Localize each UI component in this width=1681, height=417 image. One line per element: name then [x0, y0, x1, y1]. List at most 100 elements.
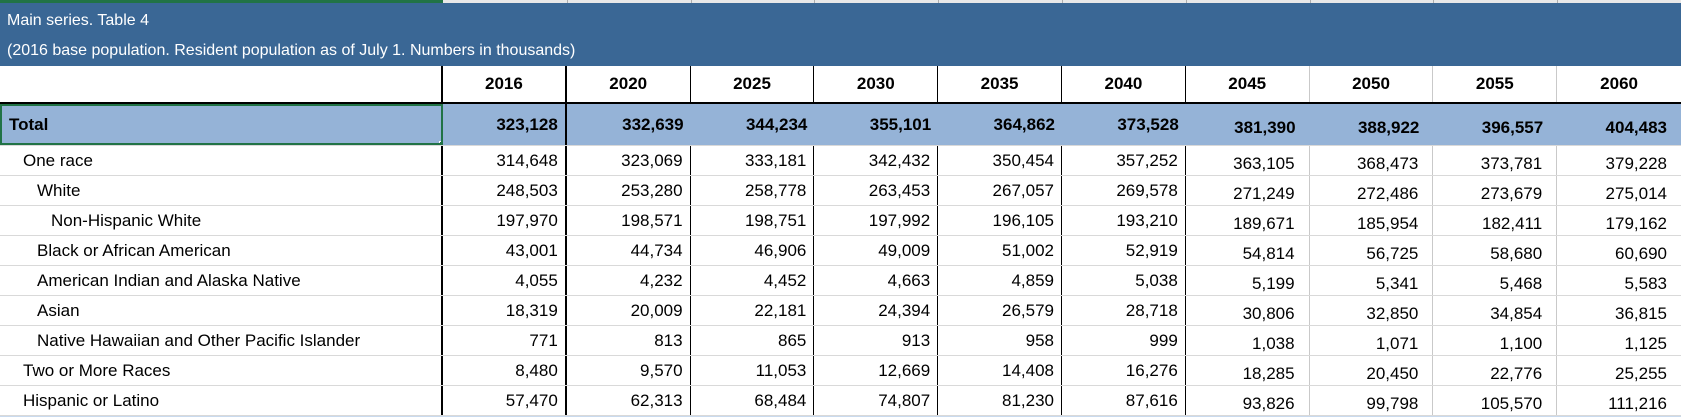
value-cell[interactable]: 57,470	[443, 386, 567, 415]
value-cell[interactable]: 51,002	[938, 236, 1062, 265]
value-cell[interactable]: 28,718	[1062, 296, 1186, 325]
value-cell[interactable]: 68,484	[691, 386, 815, 415]
value-cell[interactable]: 4,055	[443, 266, 567, 295]
row-label-cell[interactable]: White	[0, 176, 443, 205]
value-cell[interactable]: 381,390	[1234, 118, 1296, 137]
next-row-partial[interactable]	[0, 415, 1681, 417]
value-cell[interactable]: 4,859	[938, 266, 1062, 295]
row-label-cell[interactable]: Total	[0, 104, 443, 145]
value-cell[interactable]: 5,038	[1062, 266, 1186, 295]
row-label-cell[interactable]: Asian	[0, 296, 443, 325]
fill-handle[interactable]	[439, 141, 441, 143]
value-cell[interactable]: 18,285	[1186, 356, 1310, 385]
row-label-cell[interactable]: Two or More Races	[0, 356, 443, 385]
value-cell[interactable]: 22,181	[691, 296, 815, 325]
value-cell[interactable]: 34,854	[1433, 296, 1558, 325]
year-header-cell[interactable]: 2016	[443, 66, 567, 102]
year-header-cell[interactable]: 2030	[814, 66, 939, 102]
value-cell[interactable]: 363,105	[1186, 146, 1310, 175]
value-cell[interactable]: 273,679	[1433, 176, 1558, 205]
value-cell[interactable]: 12,669	[814, 356, 939, 385]
year-header-cell[interactable]: 2025	[691, 66, 815, 102]
value-cell[interactable]: 20,450	[1310, 356, 1434, 385]
value-cell[interactable]: 4,663	[814, 266, 939, 295]
value-cell[interactable]: 269,578	[1062, 176, 1186, 205]
value-cell[interactable]: 18,319	[443, 296, 567, 325]
table-title-block[interactable]: Main series. Table 4 (2016 base populati…	[0, 3, 1681, 66]
value-cell[interactable]: 46,906	[691, 236, 815, 265]
year-header-cell[interactable]: 2035	[938, 66, 1062, 102]
value-cell[interactable]: 373,528	[1117, 114, 1179, 134]
value-cell[interactable]: 16,276	[1062, 356, 1186, 385]
value-cell[interactable]: 999	[1062, 326, 1186, 355]
value-cell[interactable]: 43,001	[443, 236, 567, 265]
value-cell[interactable]: 198,571	[567, 206, 691, 235]
row-label-cell[interactable]: American Indian and Alaska Native	[0, 266, 443, 295]
value-cell[interactable]: 5,199	[1186, 266, 1310, 295]
value-cell[interactable]: 11,053	[691, 356, 815, 385]
row-label-cell[interactable]: Hispanic or Latino	[0, 386, 443, 415]
value-cell[interactable]: 323,069	[567, 146, 691, 175]
value-cell[interactable]: 4,452	[691, 266, 815, 295]
value-cell[interactable]: 344,234	[745, 114, 808, 134]
value-cell[interactable]: 197,970	[443, 206, 567, 235]
value-cell[interactable]: 179,162	[1605, 214, 1667, 233]
value-cell[interactable]: 32,850	[1310, 296, 1434, 325]
value-cell[interactable]: 74,807	[814, 386, 939, 415]
value-cell[interactable]: 22,776	[1433, 356, 1558, 385]
value-cell[interactable]: 62,313	[567, 386, 691, 415]
row-label-cell[interactable]: Native Hawaiian and Other Pacific Island…	[0, 326, 443, 355]
year-header-cell[interactable]: 2020	[567, 66, 691, 102]
row-label-cell[interactable]: Non-Hispanic White	[0, 206, 443, 235]
value-cell[interactable]: 99,798	[1310, 386, 1434, 415]
value-cell[interactable]: 198,751	[691, 206, 815, 235]
value-cell[interactable]: 189,671	[1186, 206, 1310, 235]
value-cell[interactable]: 253,280	[567, 176, 691, 205]
value-cell[interactable]: 197,992	[814, 206, 939, 235]
value-cell[interactable]: 5,583	[1624, 274, 1667, 293]
row-label-cell[interactable]: One race	[0, 146, 443, 175]
value-cell[interactable]: 30,806	[1186, 296, 1310, 325]
value-cell[interactable]: 368,473	[1310, 146, 1434, 175]
value-cell[interactable]: 44,734	[567, 236, 691, 265]
year-header-cell[interactable]: 2060	[1600, 74, 1638, 93]
value-cell[interactable]: 93,826	[1186, 386, 1310, 415]
value-cell[interactable]: 350,454	[938, 146, 1062, 175]
value-cell[interactable]: 58,680	[1433, 236, 1558, 265]
row-label-cell[interactable]: Black or African American	[0, 236, 443, 265]
excel-column-header-sliver[interactable]	[0, 0, 1681, 3]
value-cell[interactable]: 193,210	[1062, 206, 1186, 235]
value-cell[interactable]: 332,639	[622, 114, 684, 134]
value-cell[interactable]: 1,071	[1310, 326, 1434, 355]
value-cell[interactable]: 81,230	[938, 386, 1062, 415]
value-cell[interactable]: 404,483	[1605, 118, 1667, 137]
value-cell[interactable]: 56,725	[1310, 236, 1434, 265]
value-cell[interactable]: 342,432	[814, 146, 939, 175]
value-cell[interactable]: 54,814	[1186, 236, 1310, 265]
value-cell[interactable]: 8,480	[443, 356, 567, 385]
value-cell[interactable]: 36,815	[1615, 304, 1667, 323]
value-cell[interactable]: 9,570	[567, 356, 691, 385]
value-cell[interactable]: 1,125	[1624, 334, 1667, 353]
value-cell[interactable]: 258,778	[691, 176, 815, 205]
value-cell[interactable]: 5,468	[1433, 266, 1558, 295]
year-header-cell[interactable]: 2050	[1310, 66, 1434, 102]
value-cell[interactable]: 25,255	[1615, 364, 1667, 383]
value-cell[interactable]: 323,128	[443, 104, 567, 145]
value-cell[interactable]: 49,009	[814, 236, 939, 265]
value-cell[interactable]: 388,922	[1357, 118, 1420, 137]
value-cell[interactable]: 958	[938, 326, 1062, 355]
value-cell[interactable]: 333,181	[691, 146, 815, 175]
value-cell[interactable]: 111,216	[1608, 394, 1667, 413]
value-cell[interactable]: 1,100	[1433, 326, 1558, 355]
value-cell[interactable]: 26,579	[938, 296, 1062, 325]
value-cell[interactable]: 364,862	[993, 114, 1055, 134]
year-header-cell[interactable]: 2045	[1186, 66, 1310, 102]
year-header-cell[interactable]: 2040	[1062, 66, 1186, 102]
value-cell[interactable]: 5,341	[1310, 266, 1434, 295]
value-cell[interactable]: 865	[691, 326, 815, 355]
value-cell[interactable]: 271,249	[1186, 176, 1310, 205]
value-cell[interactable]: 20,009	[567, 296, 691, 325]
value-cell[interactable]: 357,252	[1062, 146, 1186, 175]
value-cell[interactable]: 913	[814, 326, 939, 355]
